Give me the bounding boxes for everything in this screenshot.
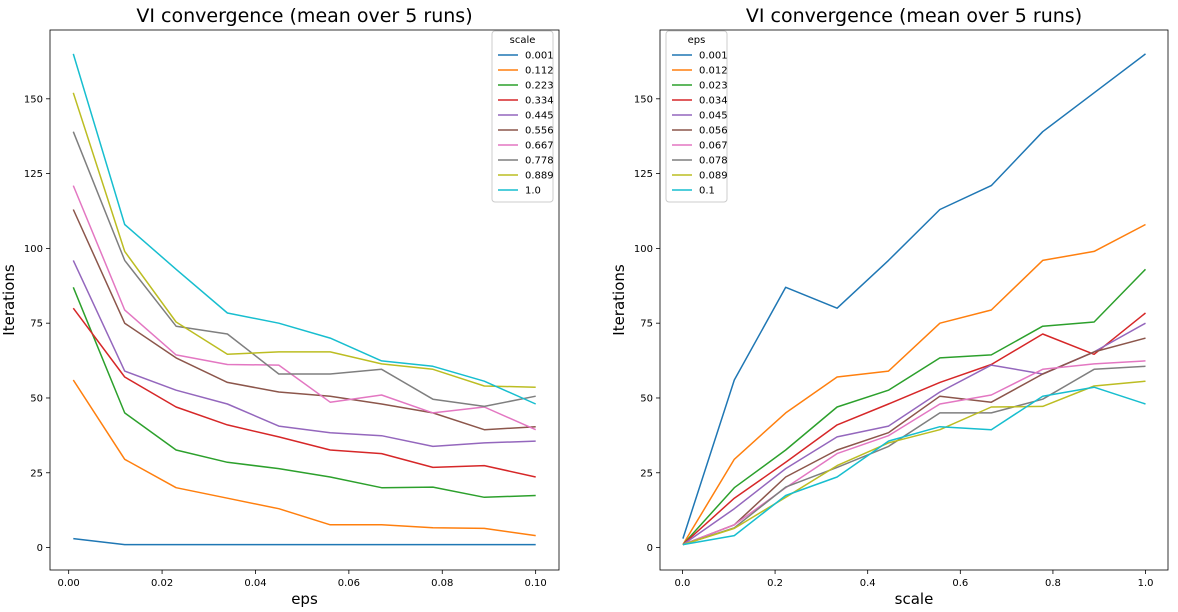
series-line-0.223 xyxy=(72,287,536,499)
x-tick-label: 0.0 xyxy=(675,578,691,589)
series-line-0.334 xyxy=(72,307,536,478)
y-tick-label: 125 xyxy=(634,169,653,180)
x-tick-label: 0.02 xyxy=(151,578,173,589)
x-tick-label: 1.0 xyxy=(1138,578,1154,589)
series-line-0.089 xyxy=(682,380,1146,546)
x-tick-label: 0.2 xyxy=(767,578,783,589)
y-tick-label: 50 xyxy=(30,393,43,404)
y-tick-label: 50 xyxy=(640,393,653,404)
y-tick-label: 0 xyxy=(647,543,653,554)
legend-title: eps xyxy=(688,35,706,46)
legend: scale 0.001 0.112 0.223 0.334 0.445 0.556 0.667… xyxy=(491,30,554,203)
y-tick-label: 100 xyxy=(634,244,653,255)
y-axis-label: Iterations xyxy=(610,264,628,336)
legend-label: 1.0 xyxy=(525,186,541,197)
legend-label: 0.445 xyxy=(525,111,554,122)
x-tick-label: 0.06 xyxy=(338,578,360,589)
legend-label: 0.334 xyxy=(525,96,554,107)
y-axis-label: Iterations xyxy=(0,264,18,336)
series-line-0.012 xyxy=(682,223,1146,545)
plot-frame xyxy=(49,29,560,571)
series-line-0.556 xyxy=(72,209,536,431)
y-tick-label: 0 xyxy=(37,543,43,554)
chart-title: VI convergence (mean over 5 runs) xyxy=(746,5,1082,27)
chart-1: VI convergence (mean over 5 runs) 0.00 0.0… xyxy=(0,5,560,608)
legend-label: 0.067 xyxy=(699,141,728,152)
series-line-0.667 xyxy=(72,185,537,431)
y-tick-label: 25 xyxy=(640,468,653,479)
x-tick-label: 0.6 xyxy=(952,578,968,589)
series-line-1.0 xyxy=(72,53,537,405)
legend-label: 0.778 xyxy=(525,156,554,167)
legend-label: 0.556 xyxy=(525,126,554,137)
legend-label: 0.001 xyxy=(699,51,728,62)
legend-label: 0.056 xyxy=(699,126,728,137)
y-tick-label: 125 xyxy=(24,169,43,180)
series-line-0.078 xyxy=(682,365,1146,546)
series-line-0.023 xyxy=(682,268,1147,546)
legend-label: 0.078 xyxy=(699,156,728,167)
series-line-0.889 xyxy=(72,92,536,388)
legend-label: 0.223 xyxy=(525,81,554,92)
legend-label: 0.1 xyxy=(699,186,715,197)
y-tick-label: 25 xyxy=(30,468,43,479)
series-line-0.056 xyxy=(682,337,1146,546)
series-line-0.445 xyxy=(72,260,536,448)
series-line-0.112 xyxy=(72,379,536,537)
legend-label: 0.012 xyxy=(699,66,728,77)
legend-label: 0.045 xyxy=(699,111,728,122)
y-tick-label: 150 xyxy=(634,94,653,105)
chart-title: VI convergence (mean over 5 runs) xyxy=(136,5,472,27)
legend-title: scale xyxy=(510,35,536,46)
series-line-0.067 xyxy=(682,360,1146,546)
x-tick-label: 0.00 xyxy=(58,578,80,589)
legend-label: 0.089 xyxy=(699,171,728,182)
chart-2: VI convergence (mean over 5 runs) 0.0 0.2 0… xyxy=(610,5,1169,608)
series-line-0.034 xyxy=(682,312,1146,546)
y-tick-label: 75 xyxy=(640,319,653,330)
legend-label: 0.034 xyxy=(699,96,728,107)
x-tick-label: 0.4 xyxy=(860,578,876,589)
x-tick-label: 0.08 xyxy=(431,578,453,589)
plot-frame xyxy=(659,29,1169,571)
legend-label: 0.001 xyxy=(525,51,554,62)
legend-label: 0.023 xyxy=(699,81,728,92)
y-tick-label: 100 xyxy=(24,244,43,255)
y-tick-label: 75 xyxy=(30,319,43,330)
legend: eps 0.001 0.012 0.023 0.034 0.045 0.056 0.067 0.… xyxy=(665,30,728,203)
series-line-0.778 xyxy=(72,131,536,408)
legend-label: 0.112 xyxy=(525,66,554,77)
legend-label: 0.667 xyxy=(525,141,554,152)
x-tick-label: 0.10 xyxy=(525,578,547,589)
series-line-0.1 xyxy=(682,386,1146,546)
legend-label: 0.889 xyxy=(525,171,554,182)
series-line-0.001 xyxy=(682,53,1146,539)
x-axis-label: scale xyxy=(895,590,934,608)
series-line-0.001 xyxy=(73,537,536,546)
x-tick-label: 0.04 xyxy=(244,578,266,589)
x-tick-label: 0.8 xyxy=(1045,578,1061,589)
x-axis-label: eps xyxy=(291,590,318,608)
y-tick-label: 150 xyxy=(24,94,43,105)
